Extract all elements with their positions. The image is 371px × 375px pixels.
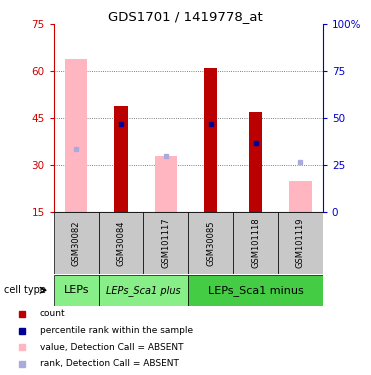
Text: LEPs: LEPs [63,285,89,295]
Bar [144,212,188,274]
Bar [155,156,177,212]
Bar [278,212,323,274]
Text: GSM101118: GSM101118 [251,217,260,268]
Text: rank, Detection Call = ABSENT: rank, Detection Call = ABSENT [40,359,179,368]
Bar [204,68,217,212]
Text: GSM30082: GSM30082 [72,220,81,266]
Text: GSM30084: GSM30084 [116,220,125,266]
Text: LEPs_Sca1 plus: LEPs_Sca1 plus [106,285,181,296]
Text: GSM101119: GSM101119 [296,217,305,268]
Text: percentile rank within the sample: percentile rank within the sample [40,326,193,335]
Bar [249,112,262,212]
Bar [188,275,323,306]
Bar [289,181,312,212]
Text: value, Detection Call = ABSENT: value, Detection Call = ABSENT [40,343,183,352]
Bar [99,212,144,274]
Bar [54,275,99,306]
Bar [54,212,99,274]
Bar [233,212,278,274]
Text: GSM30085: GSM30085 [206,220,215,266]
Bar [99,275,188,306]
Text: count: count [40,309,65,318]
Text: GSM101117: GSM101117 [161,217,170,268]
Text: GDS1701 / 1419778_at: GDS1701 / 1419778_at [108,10,263,24]
Text: LEPs_Sca1 minus: LEPs_Sca1 minus [208,285,303,296]
Bar [65,59,88,212]
Bar [188,212,233,274]
Bar [114,106,128,212]
Text: cell type: cell type [4,285,46,295]
